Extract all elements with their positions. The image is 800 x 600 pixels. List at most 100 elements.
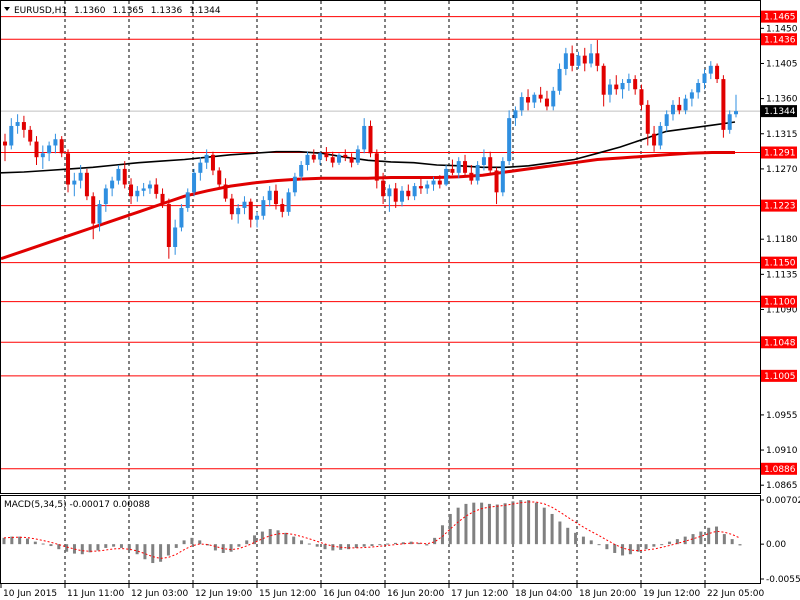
macd-histogram-bar bbox=[25, 538, 29, 545]
candle-body bbox=[185, 192, 190, 208]
candle-body bbox=[210, 154, 215, 171]
macd-histogram-bar bbox=[558, 521, 562, 545]
candle-body bbox=[734, 111, 738, 115]
candle-body bbox=[110, 180, 115, 189]
macd-histogram-bar bbox=[542, 507, 546, 545]
level-label-box bbox=[761, 256, 797, 269]
macd-histogram-bar bbox=[715, 526, 719, 545]
price-tick-label: 1.1450 bbox=[766, 24, 798, 34]
time-tick-label: 17 Jun 12:00 bbox=[451, 589, 508, 599]
macd-histogram-bar bbox=[104, 544, 108, 548]
candle-body bbox=[330, 157, 335, 163]
macd-histogram-bar bbox=[378, 544, 382, 546]
macd-histogram-bar bbox=[370, 544, 374, 547]
candle-body bbox=[481, 157, 486, 165]
candle-body bbox=[166, 204, 171, 247]
macd-histogram-bar bbox=[166, 544, 170, 556]
candle-body bbox=[393, 188, 398, 202]
macd-histogram-bar bbox=[621, 544, 625, 556]
candle-body bbox=[261, 200, 266, 216]
macd-histogram-bar bbox=[393, 542, 397, 545]
macd-tick-label: -0.00554 bbox=[766, 575, 800, 585]
time-tick-label: 11 Jun 11:00 bbox=[67, 589, 124, 599]
price-tick-label: 1.1270 bbox=[766, 165, 798, 175]
price-tick-label: 1.0910 bbox=[766, 446, 798, 456]
candle-body bbox=[47, 145, 52, 154]
candle-body bbox=[248, 201, 253, 220]
macd-panel: 0.00702 0.00 -0.00554 bbox=[2, 496, 800, 585]
macd-histogram-bar bbox=[135, 544, 139, 555]
macd-histogram-bar bbox=[229, 544, 233, 552]
candle-body bbox=[217, 170, 222, 185]
candle-body bbox=[463, 161, 468, 173]
ma-black-line bbox=[0, 121, 736, 174]
macd-histogram-bar bbox=[730, 539, 734, 545]
level-label-box bbox=[761, 199, 797, 212]
candle-body bbox=[488, 157, 493, 171]
macd-histogram-bar bbox=[487, 503, 491, 545]
candle-body bbox=[336, 154, 341, 163]
moving-averages bbox=[0, 121, 736, 261]
macd-histogram-bar bbox=[683, 536, 687, 545]
candle-body bbox=[469, 172, 474, 181]
macd-histogram-bar bbox=[268, 529, 272, 545]
candle-body bbox=[507, 118, 512, 162]
macd-histogram-bar bbox=[276, 530, 280, 545]
current-price-label: 1.1344 bbox=[764, 107, 796, 117]
price-tick-label: 1.1090 bbox=[766, 305, 798, 315]
candlesticks bbox=[3, 40, 738, 259]
macd-tick-label: 0.00702 bbox=[766, 496, 800, 506]
macd-histogram-bar bbox=[597, 544, 601, 546]
candle-body bbox=[576, 55, 581, 66]
macd-histogram-bar bbox=[260, 531, 264, 545]
ohlc-low: 1.1336 bbox=[151, 6, 183, 16]
candle-body bbox=[34, 141, 39, 158]
macd-histogram-bar bbox=[245, 540, 249, 545]
level-label: 1.1048 bbox=[764, 338, 796, 348]
price-tick-label: 1.1135 bbox=[766, 270, 798, 280]
candle-body bbox=[570, 53, 575, 66]
candle-body bbox=[97, 204, 102, 224]
macd-histogram-bar bbox=[300, 540, 304, 545]
candle-body bbox=[708, 65, 713, 74]
candle-body bbox=[444, 168, 449, 185]
candle-body bbox=[727, 114, 732, 130]
candle-body bbox=[324, 153, 329, 158]
candle-body bbox=[255, 215, 260, 220]
macd-tick-label: 0.00 bbox=[766, 540, 786, 550]
candle-body bbox=[362, 125, 367, 150]
macd-histogram-bar bbox=[18, 536, 22, 545]
macd-histogram-bar bbox=[323, 544, 327, 550]
macd-histogram-bar bbox=[527, 500, 531, 545]
candle-body bbox=[431, 180, 436, 185]
candle-body bbox=[582, 55, 587, 64]
candle-body bbox=[299, 165, 304, 177]
candle-body bbox=[412, 186, 417, 197]
candle-body bbox=[21, 122, 26, 130]
ohlc-close: 1.1344 bbox=[189, 6, 221, 16]
candle-body bbox=[437, 180, 442, 185]
time-tick-label: 22 Jun 05:00 bbox=[707, 589, 764, 599]
time-tick-label: 18 Jun 20:00 bbox=[579, 589, 636, 599]
candle-body bbox=[236, 207, 241, 215]
time-tick-label: 18 Jun 04:00 bbox=[515, 589, 572, 599]
macd-histogram-bar bbox=[2, 537, 6, 545]
macd-histogram-bar bbox=[182, 540, 186, 545]
candle-body bbox=[418, 186, 423, 189]
macd-histogram-bar bbox=[10, 536, 14, 545]
macd-histogram-bar bbox=[80, 544, 84, 555]
macd-histogram-bar bbox=[41, 543, 45, 545]
candle-body bbox=[721, 79, 726, 130]
candle-body bbox=[173, 227, 178, 247]
macd-histogram-bar bbox=[589, 540, 593, 545]
candle-body bbox=[59, 139, 64, 154]
candle-body bbox=[475, 165, 480, 181]
dropdown-triangle-icon[interactable] bbox=[4, 7, 10, 11]
level-label: 1.1150 bbox=[764, 259, 796, 269]
candle-body bbox=[103, 188, 108, 205]
macd-histogram-bar bbox=[433, 537, 437, 545]
candle-body bbox=[223, 184, 228, 199]
macd-histogram-bar bbox=[668, 541, 672, 545]
main-panel-border bbox=[0, 0, 761, 494]
macd-histogram-bar bbox=[644, 544, 648, 550]
